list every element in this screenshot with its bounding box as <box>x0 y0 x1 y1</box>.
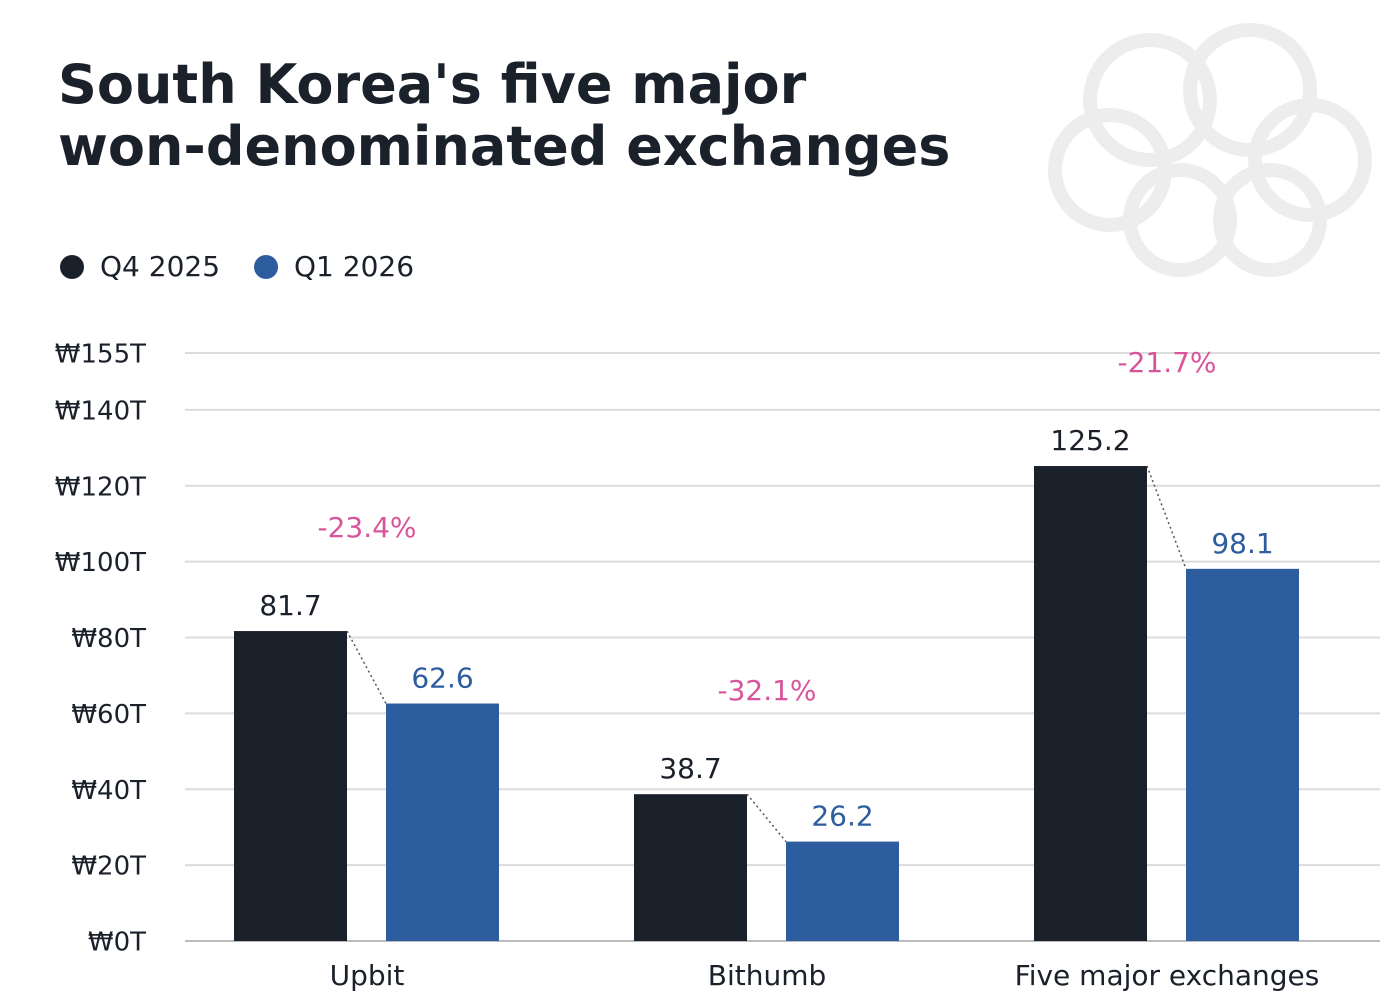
y-tick-label: ₩140T <box>55 396 146 426</box>
legend-swatch <box>60 255 84 279</box>
bar <box>786 841 899 941</box>
y-tick-label: ₩80T <box>71 624 146 654</box>
chart-title: won-denominated exchanges <box>58 115 950 178</box>
y-tick-label: ₩100T <box>55 548 146 578</box>
legend-label: Q4 2025 <box>100 250 220 283</box>
y-tick-label: ₩0T <box>88 928 146 958</box>
y-tick-label: ₩155T <box>55 339 146 369</box>
legend-label: Q1 2026 <box>294 250 414 283</box>
y-tick-label: ₩20T <box>71 852 146 882</box>
change-label: -21.7% <box>1117 346 1216 379</box>
y-tick-label: ₩40T <box>71 776 146 806</box>
value-label: 38.7 <box>659 752 721 785</box>
x-tick-label: Bithumb <box>708 959 827 992</box>
y-tick-label: ₩60T <box>71 700 146 730</box>
bar <box>386 703 499 941</box>
change-label: -23.4% <box>317 511 416 544</box>
legend-swatch <box>254 255 279 279</box>
value-label: 98.1 <box>1211 527 1273 560</box>
value-label: 62.6 <box>411 662 473 695</box>
bar <box>634 794 747 941</box>
chart-title: South Korea's five major <box>58 53 807 116</box>
value-label: 81.7 <box>259 589 321 622</box>
bar <box>234 631 347 941</box>
x-tick-label: Upbit <box>330 959 405 992</box>
value-label: 26.2 <box>811 800 873 833</box>
bar <box>1186 568 1299 941</box>
brain-watermark <box>1048 23 1372 277</box>
connector <box>1146 465 1187 570</box>
x-tick-label: Five major exchanges <box>1015 959 1320 992</box>
y-tick-label: ₩120T <box>55 472 146 502</box>
connector <box>746 793 787 843</box>
value-label: 125.2 <box>1050 424 1130 457</box>
bar <box>1034 466 1147 941</box>
connector <box>346 630 387 704</box>
change-label: -32.1% <box>717 674 816 707</box>
